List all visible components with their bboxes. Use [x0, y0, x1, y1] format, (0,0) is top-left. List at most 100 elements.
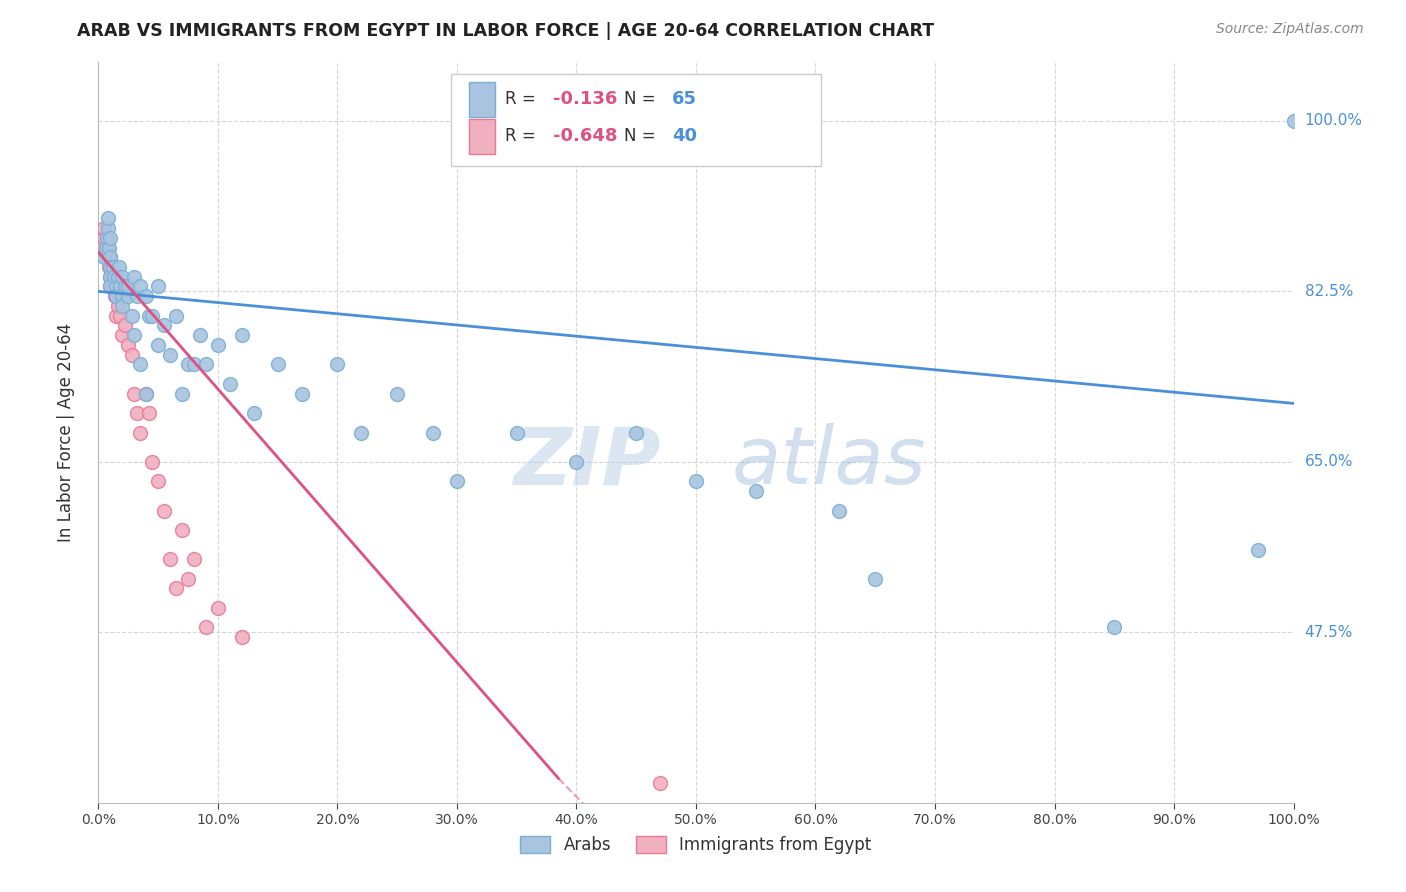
Point	[207, 338, 229, 352]
Text: 65: 65	[672, 90, 697, 109]
Point	[141, 309, 163, 323]
Text: R =: R =	[505, 128, 541, 145]
Text: 65.0%: 65.0%	[1305, 454, 1353, 469]
Point	[183, 552, 205, 566]
Point	[231, 328, 253, 343]
Point	[138, 406, 160, 420]
Point	[207, 601, 229, 615]
Point	[326, 358, 349, 372]
Point	[98, 250, 122, 264]
Point	[105, 289, 128, 303]
Point	[188, 328, 211, 343]
Point	[94, 240, 117, 255]
Text: Source: ZipAtlas.com: Source: ZipAtlas.com	[1216, 22, 1364, 37]
Point	[105, 289, 128, 303]
Point	[94, 240, 117, 255]
Point	[103, 269, 125, 284]
Point	[105, 279, 128, 293]
Point	[97, 240, 120, 255]
Point	[148, 338, 170, 352]
Point	[172, 523, 194, 537]
Text: ARAB VS IMMIGRANTS FROM EGYPT IN LABOR FORCE | AGE 20-64 CORRELATION CHART: ARAB VS IMMIGRANTS FROM EGYPT IN LABOR F…	[77, 22, 935, 40]
Text: 40: 40	[672, 128, 697, 145]
Point	[129, 279, 152, 293]
Point	[96, 231, 118, 245]
Point	[350, 425, 373, 440]
Point	[111, 289, 134, 303]
Point	[117, 338, 139, 352]
Point	[98, 269, 122, 284]
Point	[121, 309, 143, 323]
Point	[97, 250, 120, 264]
Point	[291, 386, 314, 401]
Point	[129, 425, 152, 440]
Point	[165, 582, 187, 596]
Point	[107, 299, 129, 313]
Point	[745, 484, 768, 499]
Point	[91, 240, 114, 255]
Point	[165, 309, 187, 323]
Point	[111, 269, 134, 284]
Point	[93, 250, 115, 264]
Point	[1247, 542, 1270, 557]
Point	[93, 231, 115, 245]
Point	[138, 309, 160, 323]
Point	[177, 358, 200, 372]
Point	[506, 425, 529, 440]
Text: 100.0%: 100.0%	[1305, 113, 1362, 128]
Point	[219, 376, 242, 391]
Point	[111, 299, 134, 313]
Point	[117, 279, 139, 293]
Point	[98, 260, 122, 274]
Bar	[470, 119, 495, 154]
Text: N =: N =	[624, 90, 661, 109]
Point	[97, 221, 120, 235]
Point	[153, 503, 176, 517]
Point	[565, 455, 588, 469]
Point	[828, 503, 851, 517]
Point	[93, 221, 115, 235]
Text: atlas: atlas	[733, 423, 927, 501]
Point	[121, 348, 143, 362]
Point	[148, 279, 170, 293]
Legend: Arabs, Immigrants from Egypt: Arabs, Immigrants from Egypt	[513, 830, 879, 861]
Point	[98, 279, 122, 293]
Point	[148, 475, 170, 489]
Text: -0.648: -0.648	[553, 128, 617, 145]
Y-axis label: In Labor Force | Age 20-64: In Labor Force | Age 20-64	[56, 323, 75, 542]
Point	[125, 289, 148, 303]
Point	[104, 289, 127, 303]
Text: N =: N =	[624, 128, 661, 145]
Text: 47.5%: 47.5%	[1305, 624, 1353, 640]
Text: 82.5%: 82.5%	[1305, 284, 1353, 299]
Point	[124, 269, 146, 284]
Point	[177, 572, 200, 586]
Point	[267, 358, 290, 372]
Point	[626, 425, 648, 440]
Point	[141, 455, 163, 469]
Point	[96, 250, 118, 264]
Point	[108, 309, 131, 323]
Point	[422, 425, 444, 440]
Text: -0.136: -0.136	[553, 90, 617, 109]
Point	[1282, 114, 1305, 128]
Point	[101, 260, 124, 274]
Point	[98, 260, 121, 274]
Bar	[470, 82, 495, 117]
Point	[98, 279, 122, 293]
Point	[108, 279, 131, 293]
Point	[135, 386, 157, 401]
Point	[125, 406, 148, 420]
Point	[172, 386, 194, 401]
Point	[129, 358, 152, 372]
Point	[648, 776, 672, 790]
Point	[98, 250, 122, 264]
Point	[96, 231, 118, 245]
Point	[231, 630, 253, 644]
Point	[685, 475, 707, 489]
Point	[98, 269, 122, 284]
Point	[159, 348, 181, 362]
Point	[114, 318, 136, 333]
Point	[101, 269, 124, 284]
Point	[105, 309, 128, 323]
